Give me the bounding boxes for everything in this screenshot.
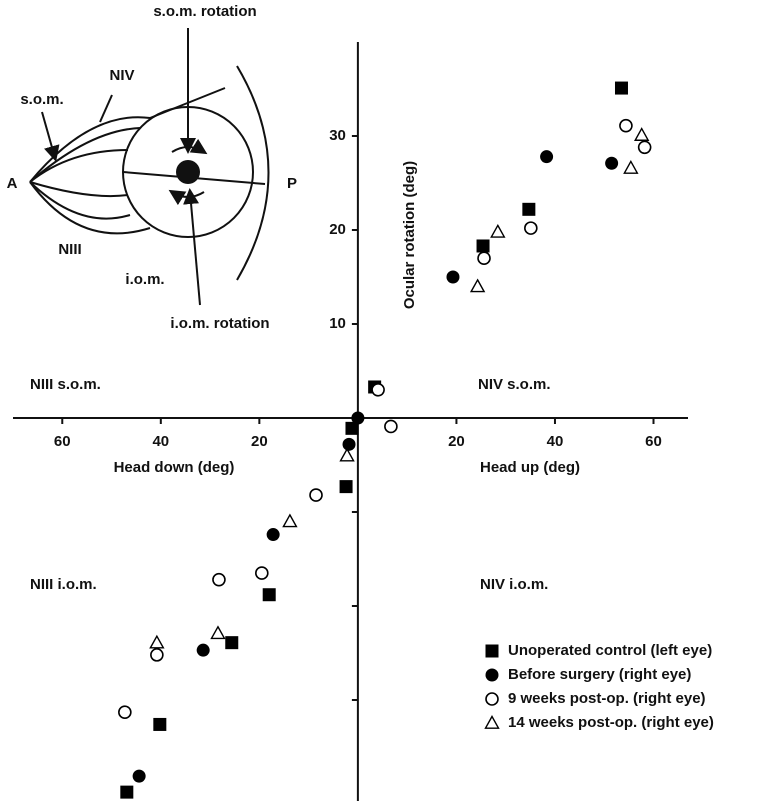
y-tick-label: 20 bbox=[329, 221, 346, 238]
x-tick-label: 60 bbox=[645, 433, 662, 450]
point bbox=[255, 566, 269, 580]
point bbox=[540, 150, 554, 164]
point bbox=[619, 118, 633, 133]
y-tick-label: 30 bbox=[329, 127, 346, 144]
point bbox=[476, 239, 490, 253]
point bbox=[384, 419, 398, 434]
point bbox=[524, 221, 538, 235]
inset-label: i.o.m. rotation bbox=[170, 315, 269, 332]
quadrant-label: NIV s.o.m. bbox=[478, 376, 551, 393]
legend-marker bbox=[484, 715, 500, 729]
inset-label: i.o.m. bbox=[125, 271, 164, 288]
legend-marker bbox=[485, 668, 499, 682]
inset-label: A bbox=[7, 175, 18, 192]
x-axis-label: Head up (deg) bbox=[480, 459, 580, 476]
quadrant-label: NIV i.o.m. bbox=[480, 576, 548, 593]
point bbox=[339, 480, 353, 494]
x-tick-label: 20 bbox=[251, 433, 268, 450]
x-tick-label: 40 bbox=[152, 433, 169, 450]
point bbox=[266, 528, 280, 542]
x-axis-label: Head down (deg) bbox=[114, 459, 235, 476]
point bbox=[282, 513, 298, 528]
inset-label: s.o.m. rotation bbox=[153, 3, 256, 20]
legend-label: 9 weeks post-op. (right eye) bbox=[508, 690, 706, 707]
point bbox=[339, 447, 355, 462]
point bbox=[118, 705, 132, 720]
point bbox=[623, 160, 639, 174]
quadrant-label: NIII i.o.m. bbox=[30, 576, 97, 593]
point bbox=[212, 572, 226, 587]
point bbox=[605, 156, 619, 170]
point bbox=[614, 81, 628, 95]
inset-label: s.o.m. bbox=[20, 91, 63, 108]
point bbox=[196, 643, 210, 657]
point bbox=[469, 278, 486, 293]
legend-marker bbox=[485, 692, 499, 706]
point bbox=[351, 411, 365, 425]
inset-label: P bbox=[287, 175, 297, 192]
inset-label: NIV bbox=[109, 67, 134, 84]
legend-label: 14 weeks post-op. (right eye) bbox=[508, 714, 714, 731]
point bbox=[490, 223, 506, 238]
eye-diagram: s.o.m. rotation NIV s.o.m. A P NIII i.o.… bbox=[7, 3, 297, 332]
point bbox=[120, 785, 134, 799]
point bbox=[446, 270, 460, 284]
point bbox=[522, 202, 536, 216]
legend-label: Unoperated control (left eye) bbox=[508, 642, 712, 659]
inset-label: NIII bbox=[58, 241, 81, 258]
point bbox=[262, 588, 276, 602]
point bbox=[477, 251, 491, 266]
x-tick-label: 40 bbox=[547, 433, 564, 450]
x-tick-label: 60 bbox=[54, 433, 71, 450]
point bbox=[345, 421, 359, 435]
legend-marker bbox=[485, 644, 499, 658]
y-axis-label: Ocular rotation (deg) bbox=[401, 161, 418, 309]
point bbox=[149, 634, 165, 649]
point bbox=[633, 127, 650, 141]
point bbox=[342, 437, 356, 451]
y-tick-label: 10 bbox=[329, 315, 346, 332]
point bbox=[225, 636, 239, 650]
point bbox=[210, 625, 226, 640]
point bbox=[153, 717, 167, 731]
quadrant-label: NIII s.o.m. bbox=[30, 376, 101, 393]
legend-label: Before surgery (right eye) bbox=[508, 666, 691, 683]
point bbox=[309, 488, 323, 502]
point bbox=[637, 140, 652, 155]
x-tick-label: 20 bbox=[448, 433, 465, 450]
point bbox=[371, 382, 385, 397]
point bbox=[150, 648, 164, 662]
point bbox=[132, 769, 146, 783]
